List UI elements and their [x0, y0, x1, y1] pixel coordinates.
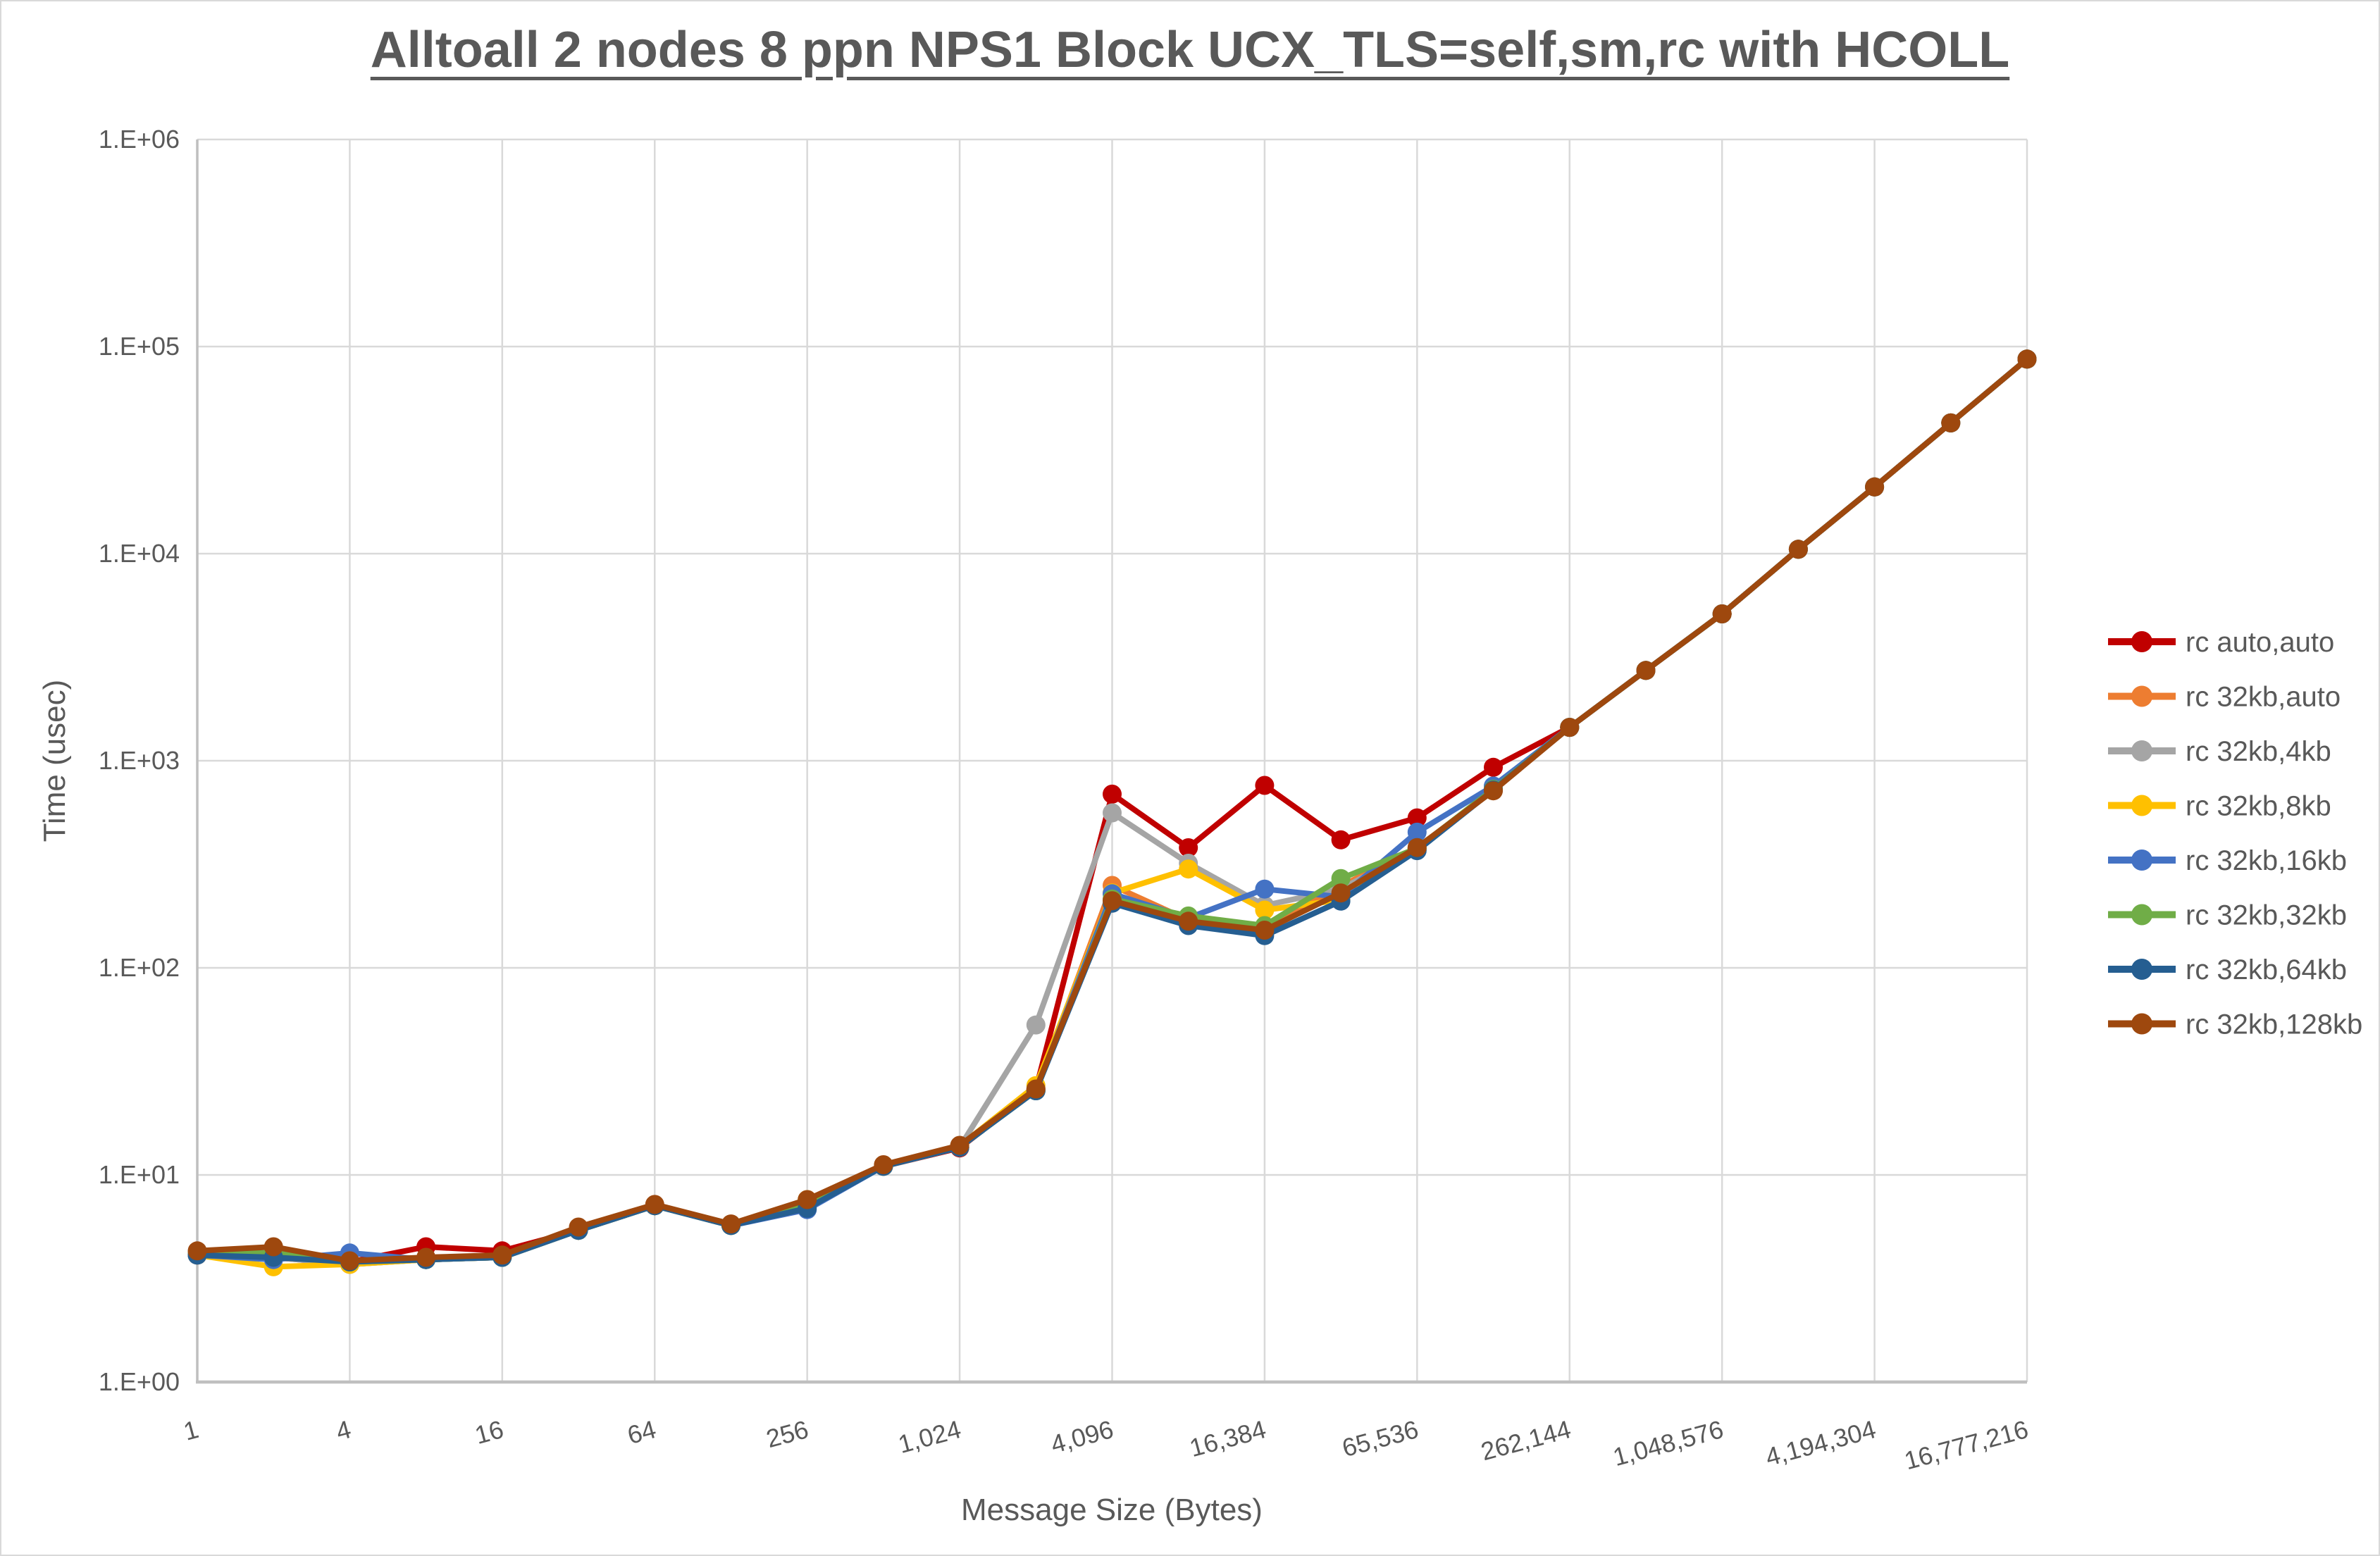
data-point-marker [1712, 604, 1732, 623]
legend-item: rc 32kb,auto [2108, 682, 2341, 713]
data-point-marker [1255, 879, 1275, 899]
legend-label: rc 32kb,32kb [2186, 900, 2347, 931]
x-tick-label: 16,384 [1186, 1414, 1269, 1462]
y-tick-label: 1.E+04 [99, 539, 180, 568]
series-rc-32kb-128kb [187, 349, 2037, 1271]
legend-marker-icon [2131, 849, 2152, 871]
legend-item: rc auto,auto [2108, 627, 2334, 658]
legend-marker-icon [2131, 631, 2152, 652]
data-point-marker [950, 1135, 969, 1155]
x-tick-label: 4,096 [1048, 1414, 1117, 1459]
data-point-marker [1407, 808, 1427, 828]
data-point-marker [1255, 921, 1275, 940]
data-point-marker [1484, 757, 1503, 777]
gridlines [196, 138, 2028, 1383]
data-point-marker [1484, 781, 1503, 801]
legend-label: rc 32kb,64kb [2186, 954, 2347, 985]
data-point-marker [1179, 838, 1198, 857]
data-point-marker [1407, 822, 1427, 842]
data-point-marker [1941, 413, 1961, 432]
data-point-marker [645, 1195, 664, 1214]
legend-label: rc 32kb,auto [2186, 682, 2341, 713]
data-point-marker [1026, 1079, 1046, 1099]
x-tick-label: 16 [472, 1414, 507, 1450]
x-tick-label: 4,194,304 [1762, 1414, 1878, 1471]
y-axis-title: Time (usec) [37, 680, 72, 842]
y-tick-label: 1.E+06 [99, 125, 180, 154]
x-tick-label: 1 [180, 1414, 202, 1446]
legend-item: rc 32kb,32kb [2108, 900, 2347, 931]
data-point-marker [798, 1190, 817, 1209]
legend-marker-icon [2131, 795, 2152, 816]
data-point-marker [187, 1241, 207, 1261]
y-tick-label: 1.E+05 [99, 332, 180, 361]
data-point-marker [1255, 776, 1275, 795]
y-tick-label: 1.E+03 [99, 746, 180, 775]
data-point-marker [1788, 540, 1808, 559]
legend-item: rc 32kb,4kb [2108, 736, 2331, 767]
legend: rc auto,auto rc 32kb,auto rc 32kb,4kb rc 32… [2108, 627, 2362, 1040]
data-point-marker [492, 1245, 512, 1265]
y-tick-label: 1.E+02 [99, 953, 180, 982]
data-point-marker [721, 1214, 740, 1234]
data-point-marker [1636, 661, 1656, 680]
data-point-marker [874, 1155, 893, 1174]
data-point-marker [1103, 784, 1122, 804]
legend-item: rc 32kb,16kb [2108, 845, 2347, 876]
data-point-marker [416, 1247, 436, 1267]
x-axis-title: Message Size (Bytes) [961, 1493, 1263, 1527]
y-tick-label: 1.E+01 [99, 1160, 180, 1189]
x-tick-label: 64 [624, 1414, 659, 1450]
data-point-marker [1103, 803, 1122, 823]
legend-marker-icon [2131, 685, 2152, 707]
data-point-marker [1179, 911, 1198, 931]
chart-title: Alltoall 2 nodes 8 ppn NPS1 Block UCX_TL… [370, 22, 2010, 78]
legend-item: rc 32kb,64kb [2108, 954, 2347, 985]
x-tick-label: 1,048,576 [1610, 1414, 1726, 1471]
data-point-marker [569, 1217, 588, 1237]
data-point-marker [264, 1237, 283, 1257]
legend-marker-icon [2131, 904, 2152, 926]
data-point-marker [1103, 891, 1122, 911]
data-point-marker [1331, 869, 1351, 888]
legend-marker-icon [2131, 740, 2152, 761]
legend-item: rc 32kb,8kb [2108, 791, 2331, 822]
x-tick-label: 256 [763, 1414, 812, 1453]
data-point-marker [340, 1251, 359, 1271]
x-tick-label: 262,144 [1478, 1414, 1574, 1466]
data-point-marker [2017, 349, 2037, 369]
legend-item: rc 32kb,128kb [2108, 1009, 2362, 1040]
data-point-marker [1179, 859, 1198, 879]
x-tick-label: 65,536 [1339, 1414, 1421, 1462]
data-point-marker [1331, 883, 1351, 903]
legend-marker-icon [2131, 959, 2152, 980]
legend-label: rc 32kb,128kb [2186, 1009, 2362, 1040]
data-point-marker [1560, 718, 1580, 737]
legend-label: rc auto,auto [2186, 627, 2334, 658]
legend-marker-icon [2131, 1013, 2152, 1035]
data-point-marker [1865, 477, 1885, 497]
x-tick-label: 1,024 [895, 1414, 965, 1459]
tick-labels: 1.E+06 1.E+05 1.E+04 1.E+03 1.E+02 1.E+01 1.E+… [99, 125, 2031, 1475]
series-group [187, 349, 2037, 1276]
data-point-marker [1255, 900, 1275, 920]
x-tick-label: 4 [333, 1414, 354, 1446]
legend-label: rc 32kb,4kb [2186, 736, 2331, 767]
data-point-marker [1026, 1015, 1046, 1035]
x-tick-label: 16,777,216 [1901, 1414, 2031, 1475]
legend-label: rc 32kb,16kb [2186, 845, 2347, 876]
y-tick-label: 1.E+00 [99, 1367, 180, 1396]
data-point-marker [1407, 838, 1427, 857]
data-point-marker [1331, 830, 1351, 849]
axes [196, 139, 2027, 1384]
legend-label: rc 32kb,8kb [2186, 791, 2331, 822]
